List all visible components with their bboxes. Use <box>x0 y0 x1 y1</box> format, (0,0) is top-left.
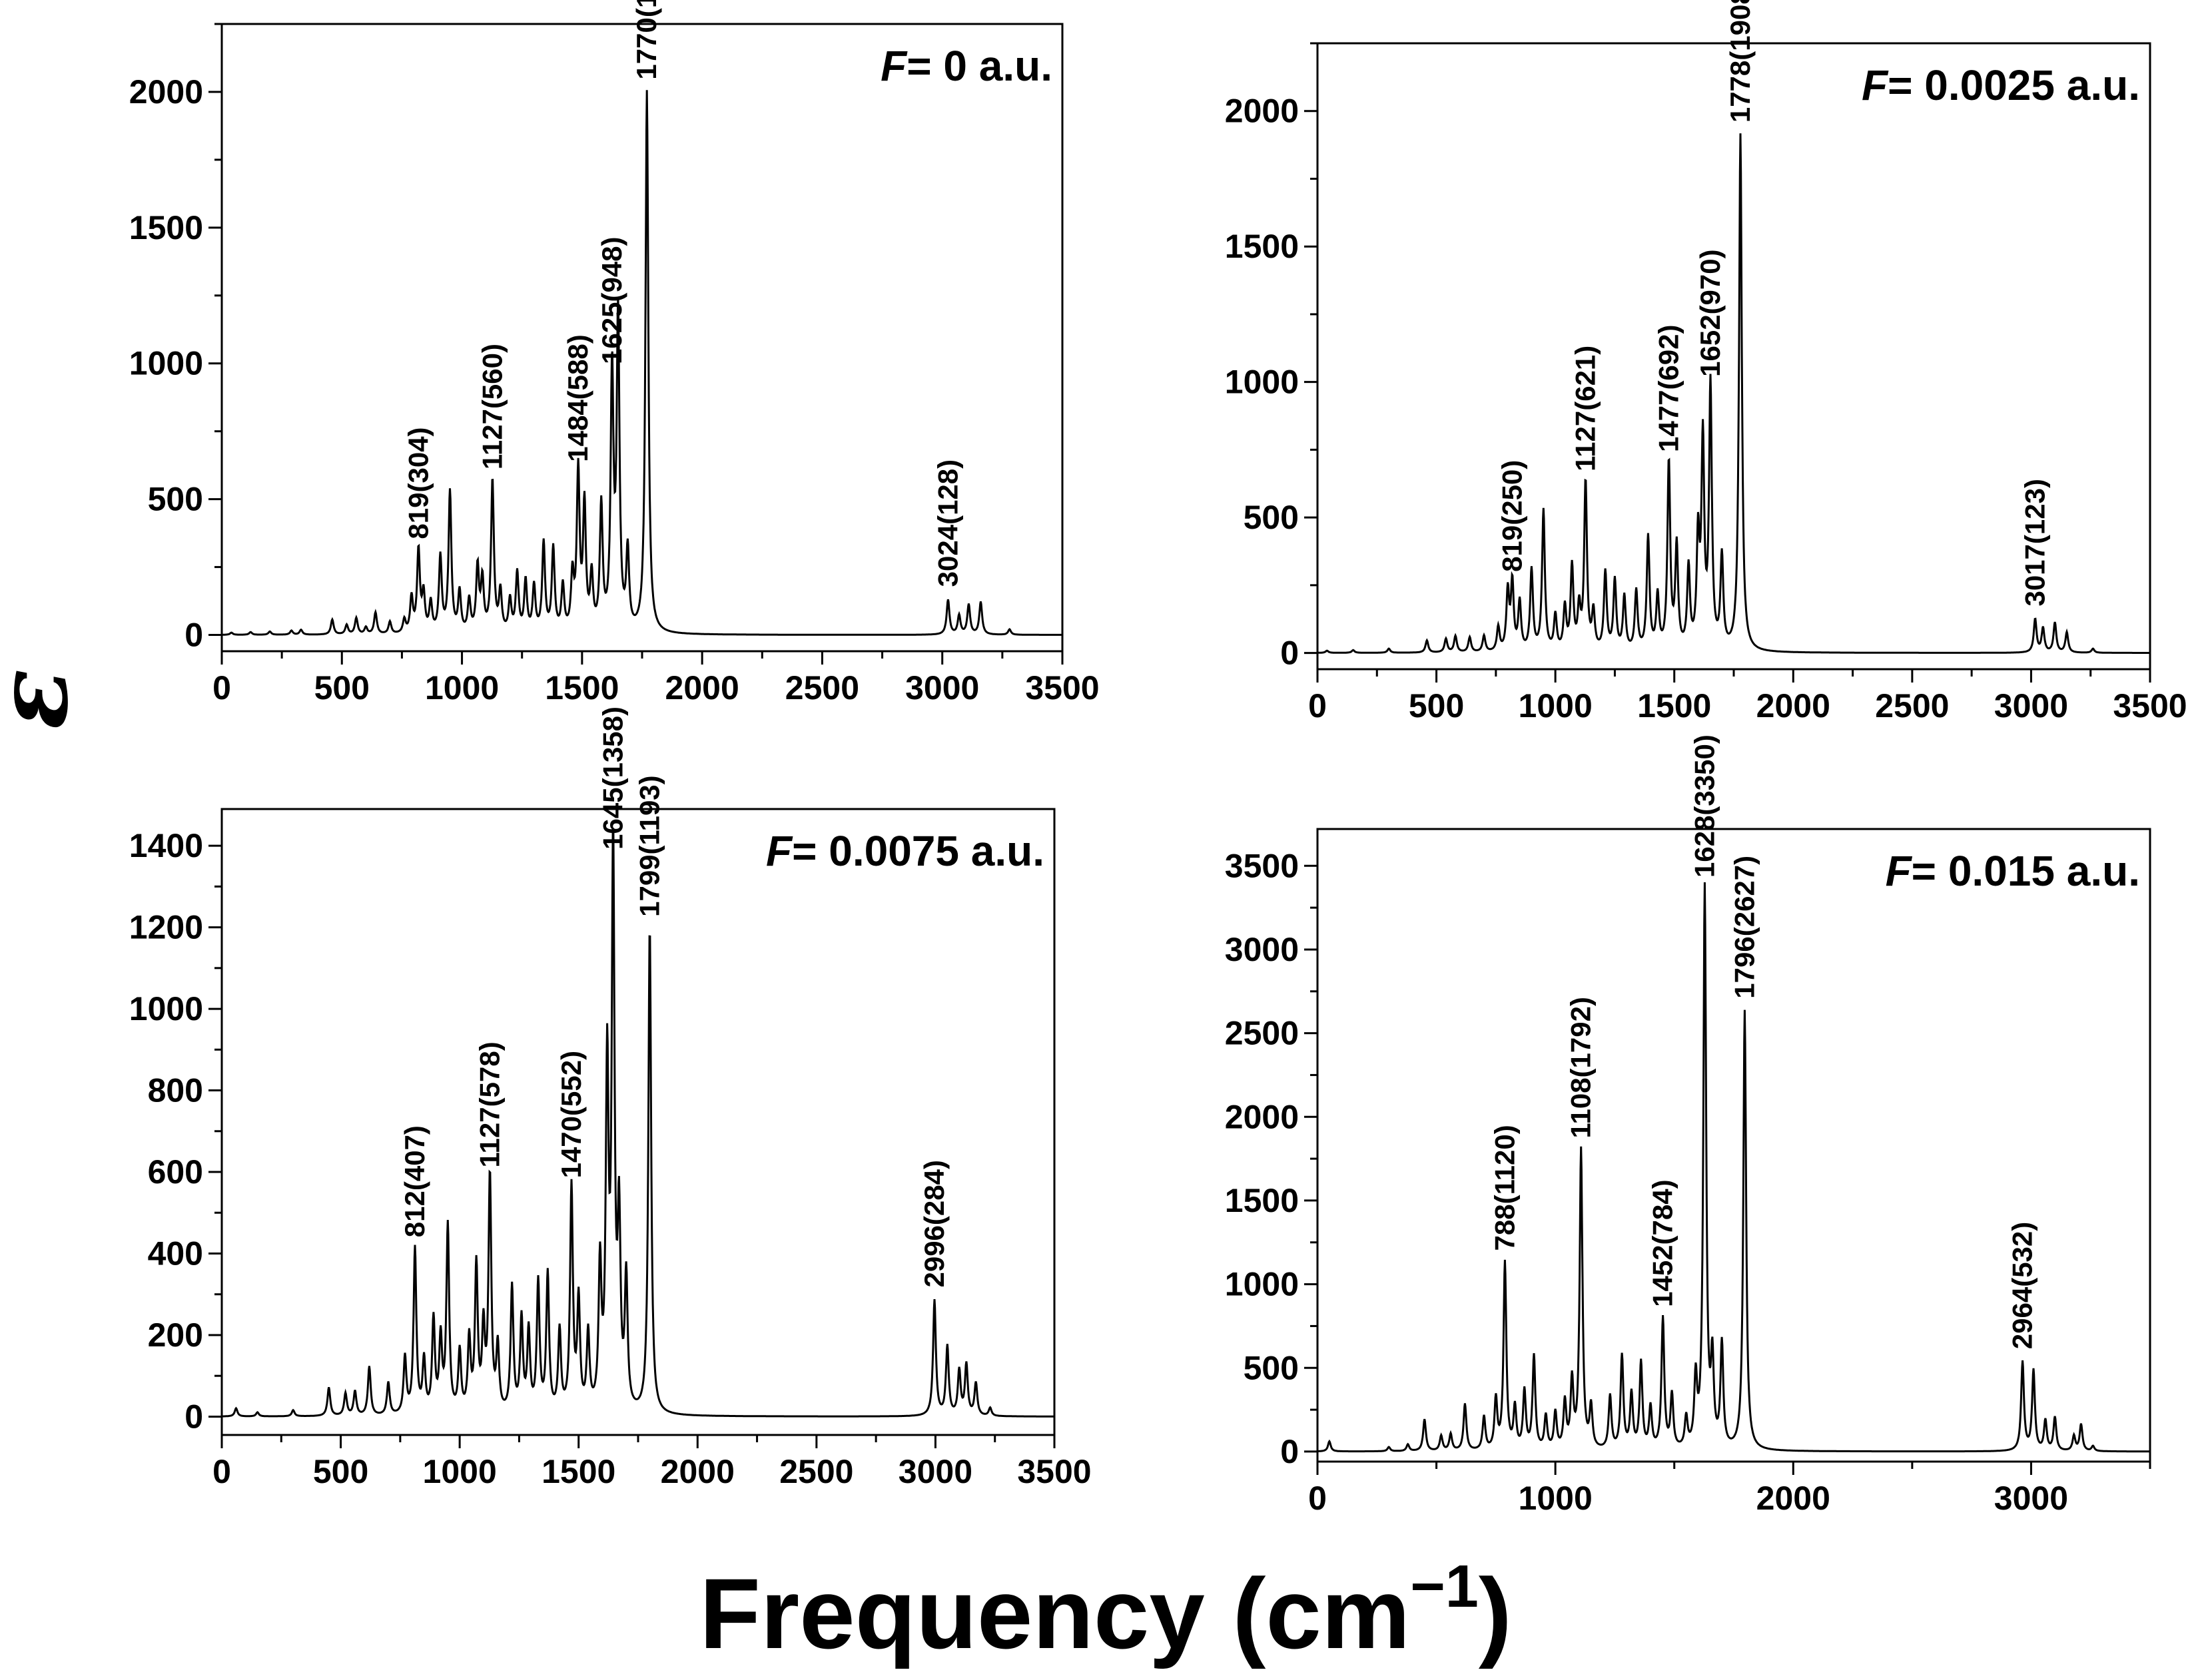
peak-label: 2964(532) <box>2007 1222 2038 1349</box>
x-tick-label: 2500 <box>779 1453 853 1490</box>
peak-label: 1484(588) <box>562 334 593 461</box>
y-tick-label: 2000 <box>129 73 203 111</box>
plot-frame <box>1316 828 2151 1463</box>
x-tick-label: 3000 <box>1994 687 2068 724</box>
y-tick-label: 500 <box>148 481 203 518</box>
y-tick-label: 0 <box>184 1398 203 1435</box>
peak-label: 819(250) <box>1497 460 1528 572</box>
x-tick-label: 1500 <box>545 669 619 706</box>
y-tick-label: 500 <box>1244 1349 1299 1386</box>
x-tick-label: 3000 <box>1994 1480 2068 1517</box>
x-tick-label: 0 <box>212 1453 231 1490</box>
peak-label: 1477(692) <box>1653 325 1684 452</box>
y-tick-label: 1200 <box>129 909 203 946</box>
peak-label: 1127(621) <box>1570 346 1601 471</box>
y-tick-label: 0 <box>1280 635 1299 672</box>
field-label: F= 0.0025 a.u. <box>1862 61 2140 109</box>
peak-label: 1127(560) <box>476 344 508 469</box>
x-tick-label: 1000 <box>423 1453 497 1490</box>
peak-label: 1628(3350) <box>1688 734 1720 878</box>
x-tick-label: 2000 <box>1756 687 1830 724</box>
y-tick-label: 2000 <box>1225 93 1299 130</box>
y-axis-title: ε <box>0 669 91 729</box>
y-tick-label: 1000 <box>129 345 203 382</box>
x-tick-label: 3000 <box>905 669 979 706</box>
peak-label: 1770(1996) <box>631 0 662 80</box>
x-tick-label: 500 <box>313 1453 368 1490</box>
peak-label: 1645(1358) <box>597 706 629 850</box>
peak-label: 1652(970) <box>1694 249 1726 376</box>
field-label: F= 0.0075 a.u. <box>766 827 1044 875</box>
x-tick-label: 1500 <box>542 1453 615 1490</box>
x-tick-label: 3000 <box>899 1453 972 1490</box>
x-tick-label: 2000 <box>1756 1480 1830 1517</box>
field-label: F= 0.015 a.u. <box>1886 847 2140 895</box>
spectrum-line <box>1317 882 2150 1453</box>
x-tick-label: 0 <box>1308 1480 1327 1517</box>
peak-label: 3024(128) <box>932 459 963 587</box>
x-tick-label: 1000 <box>425 669 499 706</box>
x-axis-title-main: Frequency (cm <box>699 1557 1410 1669</box>
x-tick-label: 2000 <box>661 1453 735 1490</box>
peak-label: 2996(284) <box>919 1160 950 1287</box>
x-tick-label: 3500 <box>1017 1453 1091 1490</box>
x-tick-label: 3500 <box>2113 687 2187 724</box>
peak-label: 1625(948) <box>596 236 627 364</box>
x-axis-title-sup: −1 <box>1410 1553 1479 1620</box>
y-tick-label: 1400 <box>129 827 203 864</box>
y-tick-label: 3500 <box>1225 847 1299 884</box>
x-tick-label: 1500 <box>1637 687 1711 724</box>
x-axis-title-close: ) <box>1479 1557 1512 1669</box>
x-tick-label: 500 <box>1409 687 1464 724</box>
x-tick-label: 2500 <box>1875 687 1949 724</box>
y-tick-label: 2500 <box>1225 1015 1299 1052</box>
y-tick-label: 1500 <box>129 209 203 246</box>
panel-f-0: 0 500 1000 1500 2000 2500 3000 3500 0 500 1000 150… <box>129 0 1100 706</box>
y-tick-label: 2000 <box>1225 1098 1299 1135</box>
field-label: F= 0 a.u. <box>881 42 1052 90</box>
y-tick-label: 400 <box>148 1235 203 1272</box>
y-tick-label: 3000 <box>1225 931 1299 968</box>
x-tick-label: 0 <box>212 669 231 706</box>
y-tick-label: 0 <box>1280 1433 1299 1470</box>
x-tick-label: 1000 <box>1519 1480 1593 1517</box>
peak-label: 1796(2627) <box>1728 856 1760 999</box>
y-tick-label: 1000 <box>1225 364 1299 401</box>
peak-label: 1778(1908) <box>1724 0 1756 123</box>
peak-label: 1452(784) <box>1647 1179 1678 1306</box>
x-tick-label: 1000 <box>1519 687 1593 724</box>
spectrum-line <box>222 828 1054 1418</box>
spectrum-line <box>221 90 1062 636</box>
peak-label: 788(1120) <box>1489 1125 1520 1251</box>
panel-f-0.015: 0 1000 2000 3000 0 500 1000 1500 2000 2500 3000 35… <box>1225 734 2151 1517</box>
y-tick-label: 200 <box>148 1316 203 1354</box>
peak-label: 1108(1792) <box>1565 997 1597 1139</box>
peak-label: 812(407) <box>399 1125 430 1237</box>
y-tick-label: 800 <box>148 1072 203 1109</box>
y-tick-label: 1500 <box>1225 1182 1299 1219</box>
x-axis-title: Frequency (cm−1) <box>699 1553 1512 1669</box>
x-tick-label: 3500 <box>1025 669 1099 706</box>
y-tick-label: 600 <box>148 1153 203 1191</box>
peak-label: 1470(552) <box>555 1051 587 1178</box>
spectrum-line <box>1317 133 2150 654</box>
y-tick-label: 1000 <box>129 990 203 1027</box>
panel-f-0.0075: 0 500 1000 1500 2000 2500 3000 3500 0 200 400 600 8… <box>129 706 1092 1490</box>
peak-label: 1127(578) <box>474 1041 506 1167</box>
panel-f-0.0025: 0 500 1000 1500 2000 2500 3000 3500 0 500 1000 150… <box>1225 0 2187 724</box>
peak-label: 3017(123) <box>2020 479 2051 606</box>
y-tick-label: 500 <box>1244 499 1299 536</box>
peak-label: 1799(1193) <box>634 775 665 917</box>
x-tick-label: 500 <box>314 669 370 706</box>
x-tick-label: 2000 <box>665 669 739 706</box>
x-tick-label: 2500 <box>785 669 859 706</box>
x-tick-label: 0 <box>1308 687 1327 724</box>
y-tick-label: 0 <box>184 617 203 654</box>
peak-label: 819(304) <box>402 427 434 539</box>
y-tick-label: 1000 <box>1225 1266 1299 1303</box>
y-tick-label: 1500 <box>1225 228 1299 265</box>
